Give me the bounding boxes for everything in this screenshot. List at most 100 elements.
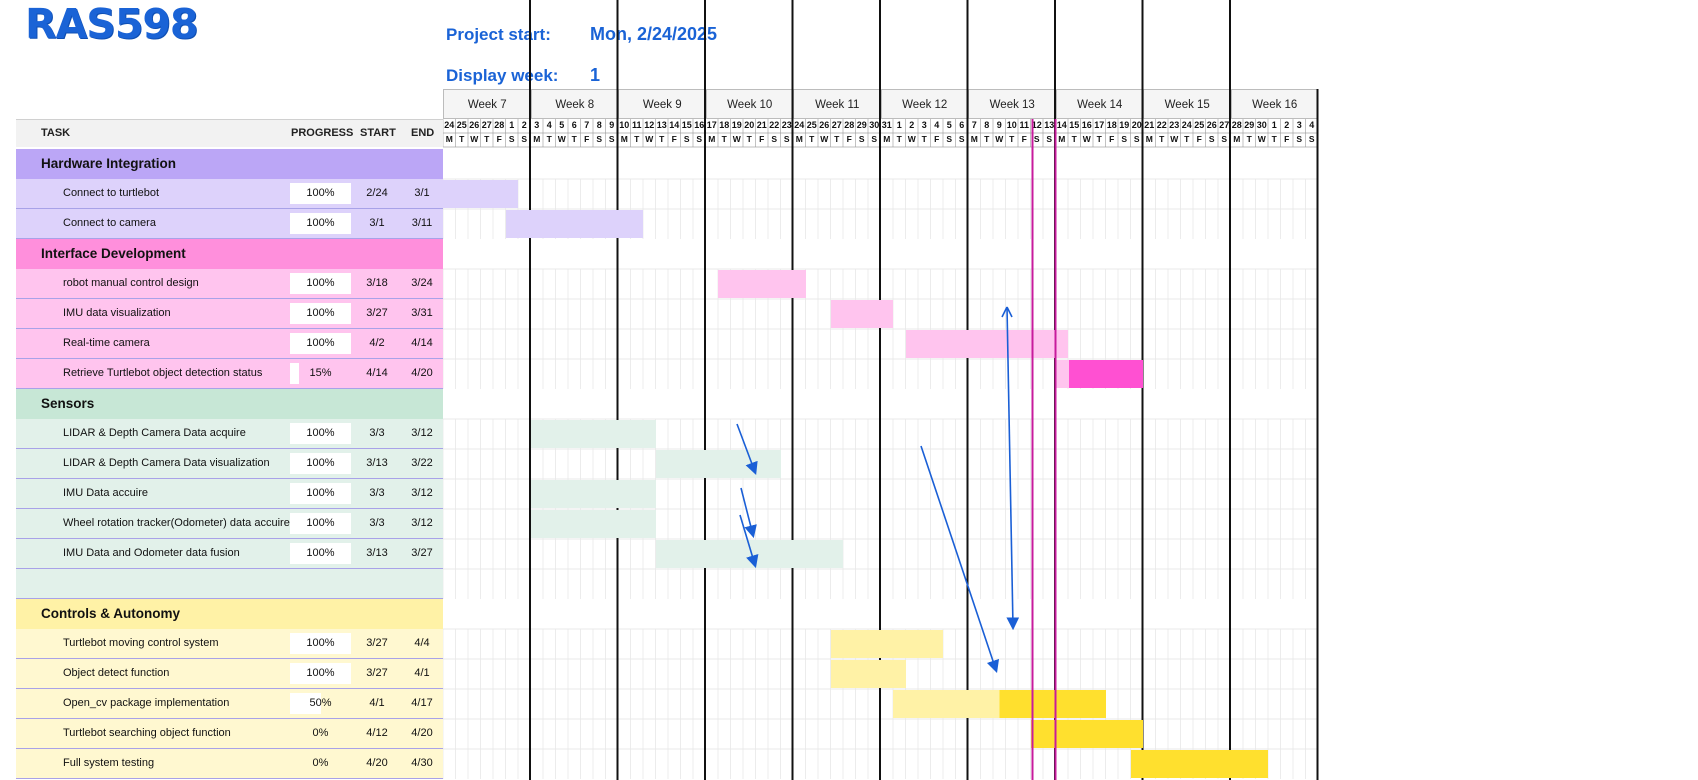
progress-cell[interactable]: 100% [290, 543, 351, 564]
task-row[interactable]: IMU Data and Odometer data fusion 100% 3/1… [16, 539, 443, 569]
task-name[interactable]: Real-time camera [63, 337, 150, 349]
progress-cell[interactable]: 100% [290, 663, 351, 684]
task-start[interactable]: 4/1 [369, 697, 385, 709]
task-bar[interactable] [530, 510, 656, 538]
task-row[interactable]: IMU Data accuire 100% 3/3 3/12 [16, 479, 443, 509]
task-end[interactable]: 3/24 [411, 277, 433, 289]
progress-cell[interactable]: 100% [290, 453, 351, 474]
progress-cell[interactable]: 100% [290, 483, 351, 504]
task-end[interactable]: 4/17 [411, 697, 433, 709]
task-row[interactable]: LIDAR & Depth Camera Data visualization 1… [16, 449, 443, 479]
task-name[interactable]: Turtlebot searching object function [63, 727, 231, 739]
task-end[interactable]: 3/12 [411, 517, 433, 529]
task-start[interactable]: 3/27 [366, 637, 388, 649]
progress-cell[interactable]: 100% [290, 633, 351, 654]
progress-cell[interactable]: 0% [290, 753, 351, 774]
progress-cell[interactable]: 50% [290, 693, 351, 714]
progress-cell[interactable]: 100% [290, 333, 351, 354]
display-week-value[interactable]: 1 [590, 65, 601, 85]
task-name[interactable]: robot manual control design [63, 277, 199, 289]
task-bar[interactable] [830, 660, 906, 688]
task-name[interactable]: IMU Data and Odometer data fusion [63, 547, 240, 559]
task-bar[interactable] [505, 210, 643, 238]
task-end[interactable]: 4/1 [414, 667, 430, 679]
task-start[interactable]: 3/1 [369, 217, 385, 229]
task-bar[interactable] [655, 540, 843, 568]
task-row[interactable]: Open_cv package implementation 50% 4/1 4/17 [16, 689, 443, 719]
progress-cell[interactable]: 100% [290, 303, 351, 324]
task-start[interactable]: 4/12 [366, 727, 388, 739]
task-row[interactable]: IMU data visualization 100% 3/27 3/31 [16, 299, 443, 329]
task-start[interactable]: 3/27 [366, 307, 388, 319]
progress-cell[interactable]: 100% [290, 183, 351, 204]
task-start[interactable]: 3/18 [366, 277, 388, 289]
day-number: 26 [819, 120, 830, 130]
task-start[interactable]: 3/13 [366, 457, 388, 469]
task-bar[interactable] [830, 300, 893, 328]
task-name[interactable]: LIDAR & Depth Camera Data acquire [63, 427, 246, 439]
task-bar[interactable] [893, 690, 1106, 718]
task-end[interactable]: 3/27 [411, 547, 433, 559]
task-start[interactable]: 3/27 [366, 667, 388, 679]
task-bar[interactable] [1055, 360, 1143, 388]
task-end[interactable]: 4/14 [411, 337, 433, 349]
task-row[interactable]: Object detect function 100% 3/27 4/1 [16, 659, 443, 689]
task-bar[interactable] [1030, 720, 1143, 748]
task-row[interactable]: Connect to camera 100% 3/1 3/11 [16, 209, 443, 239]
task-bar[interactable] [655, 450, 781, 478]
task-name[interactable]: Retrieve Turtlebot object detection stat… [63, 367, 263, 379]
task-bar[interactable] [830, 630, 943, 658]
task-row[interactable]: Retrieve Turtlebot object detection stat… [16, 359, 443, 389]
task-name[interactable]: LIDAR & Depth Camera Data visualization [63, 457, 270, 469]
task-name[interactable]: Object detect function [63, 667, 170, 679]
task-name[interactable]: Turtlebot moving control system [63, 637, 219, 649]
task-row[interactable]: robot manual control design 100% 3/18 3/24 [16, 269, 443, 299]
progress-cell[interactable]: 15% [290, 363, 351, 384]
progress-cell[interactable]: 100% [290, 213, 351, 234]
task-bar[interactable] [530, 480, 656, 508]
task-start[interactable]: 4/20 [366, 757, 388, 769]
task-start[interactable]: 4/2 [369, 337, 385, 349]
task-end[interactable]: 4/20 [411, 367, 433, 379]
task-name[interactable]: IMU data visualization [63, 307, 171, 319]
task-start[interactable]: 2/24 [366, 187, 388, 199]
task-row[interactable]: Real-time camera 100% 4/2 4/14 [16, 329, 443, 359]
task-end[interactable]: 3/1 [414, 187, 430, 199]
task-row[interactable]: Turtlebot searching object function 0% 4/1… [16, 719, 443, 749]
task-start[interactable]: 3/13 [366, 547, 388, 559]
task-bar[interactable] [443, 180, 518, 208]
task-bar[interactable] [905, 330, 1068, 358]
progress-cell[interactable]: 100% [290, 513, 351, 534]
task-row[interactable]: Wheel rotation tracker(Odometer) data ac… [16, 509, 443, 539]
task-end[interactable]: 4/4 [414, 637, 430, 649]
task-end[interactable]: 3/11 [411, 217, 433, 229]
progress-cell[interactable]: 100% [290, 423, 351, 444]
task-start[interactable]: 3/3 [369, 487, 385, 499]
task-end[interactable]: 3/12 [411, 427, 433, 439]
task-bar[interactable] [718, 270, 806, 298]
task-start[interactable]: 3/3 [369, 517, 385, 529]
task-bar[interactable] [1130, 750, 1268, 778]
task-name[interactable]: Full system testing [63, 757, 155, 769]
task-name[interactable]: Connect to camera [63, 217, 156, 229]
task-name[interactable]: IMU Data accuire [63, 487, 148, 499]
progress-cell[interactable]: 100% [290, 273, 351, 294]
task-name[interactable]: Open_cv package implementation [63, 697, 230, 709]
task-row[interactable] [16, 569, 443, 599]
task-bar[interactable] [530, 420, 656, 448]
task-name[interactable]: Connect to turtlebot [63, 187, 160, 199]
task-end[interactable]: 4/30 [411, 757, 433, 769]
project-start-value[interactable]: Mon, 2/24/2025 [590, 24, 718, 44]
task-row[interactable]: Connect to turtlebot 100% 2/24 3/1 [16, 179, 443, 209]
task-start[interactable]: 4/14 [366, 367, 388, 379]
task-row[interactable]: Turtlebot moving control system 100% 3/27 4… [16, 629, 443, 659]
task-start[interactable]: 3/3 [369, 427, 385, 439]
task-end[interactable]: 3/22 [411, 457, 433, 469]
task-end[interactable]: 3/31 [411, 307, 433, 319]
task-row[interactable]: Full system testing 0% 4/20 4/30 [16, 749, 443, 779]
task-row[interactable]: LIDAR & Depth Camera Data acquire 100% 3/3… [16, 419, 443, 449]
task-end[interactable]: 3/12 [411, 487, 433, 499]
progress-cell[interactable]: 0% [290, 723, 351, 744]
task-end[interactable]: 4/20 [411, 727, 433, 739]
task-name[interactable]: Wheel rotation tracker(Odometer) data ac… [63, 517, 290, 529]
